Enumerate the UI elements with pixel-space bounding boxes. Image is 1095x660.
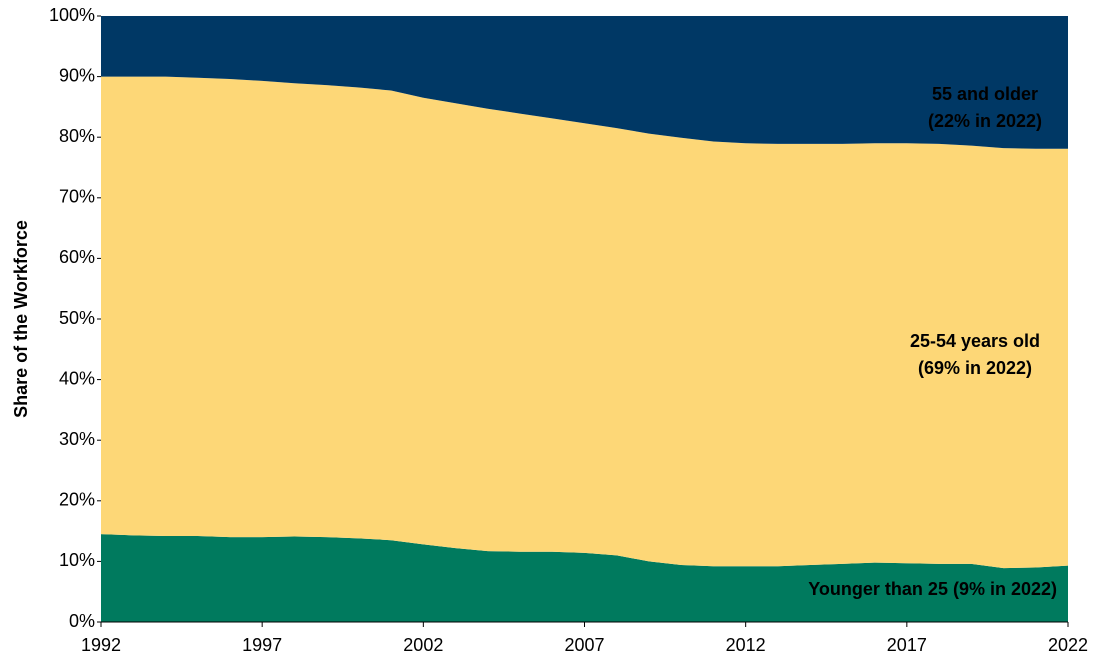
annotation-name: 55 and older: [932, 84, 1038, 104]
y-axis-label: Share of the Workforce: [11, 220, 31, 418]
annotation-name: 25-54 years old: [910, 331, 1040, 351]
x-tick-label: 2017: [887, 635, 927, 655]
x-tick-label: 2022: [1048, 635, 1088, 655]
y-tick-label: 20%: [59, 490, 95, 510]
annotation: 25-54 years old (69% in 2022): [910, 331, 1040, 378]
annotation: 55 and older (22% in 2022): [928, 84, 1042, 131]
x-tick-label: 1992: [81, 635, 121, 655]
y-tick-label: 40%: [59, 368, 95, 388]
annotation-note: (69% in 2022): [918, 358, 1032, 378]
y-tick-label: 80%: [59, 126, 95, 146]
y-tick-label: 60%: [59, 247, 95, 267]
area: [101, 76, 1068, 569]
y-tick-label: 70%: [59, 187, 95, 207]
area: [101, 16, 1068, 149]
x-tick-label: 1997: [242, 635, 282, 655]
x-tick-label: 2012: [726, 635, 766, 655]
y-tick-label: 50%: [59, 308, 95, 328]
y-tick-label: 30%: [59, 429, 95, 449]
y-tick-label: 100%: [49, 5, 95, 25]
x-tick-label: 2002: [403, 635, 443, 655]
annotation: Younger than 25 (9% in 2022): [808, 579, 1057, 599]
annotation-note: (22% in 2022): [928, 111, 1042, 131]
area: [101, 534, 1068, 622]
annotation-note: (9% in 2022): [953, 579, 1057, 599]
y-tick-label: 0%: [69, 611, 95, 631]
x-tick-label: 2007: [564, 635, 604, 655]
y-tick-label: 90%: [59, 65, 95, 85]
y-tick-label: 10%: [59, 550, 95, 570]
annotation-name: Younger than 25: [808, 579, 948, 599]
